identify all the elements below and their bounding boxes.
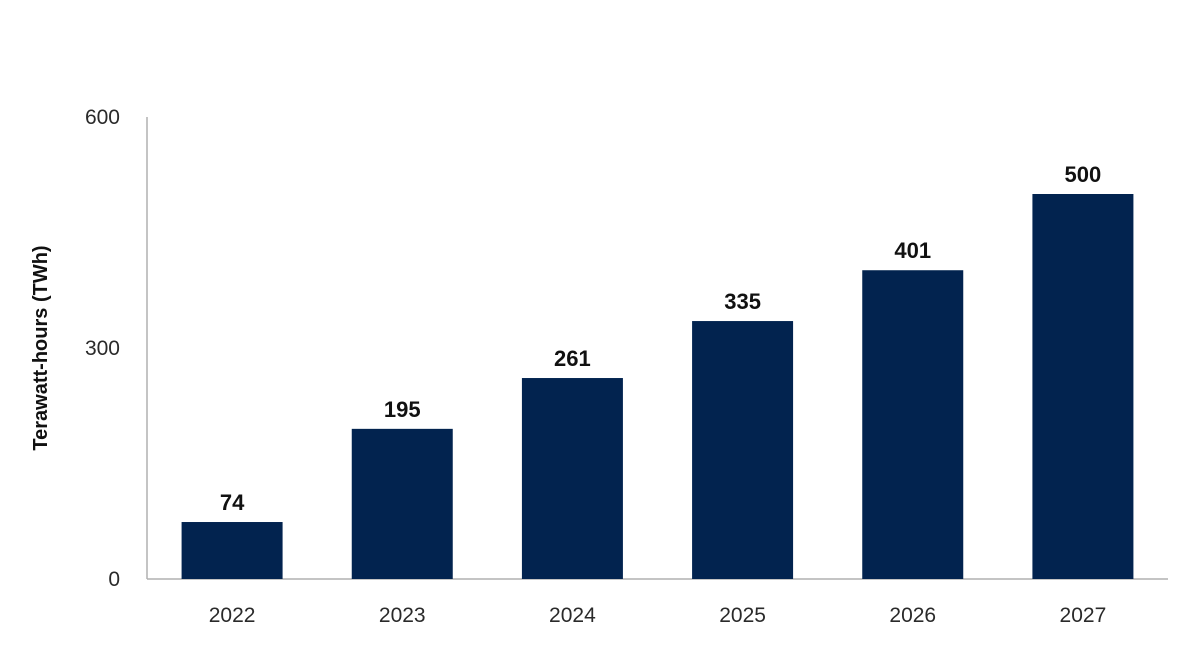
bars-group	[181, 194, 1134, 579]
bar-value-label: 74	[220, 490, 245, 515]
x-tick-label: 2025	[719, 604, 766, 627]
bar-2023	[351, 428, 453, 579]
bar-value-label: 401	[894, 238, 931, 263]
x-tick-label: 2022	[209, 604, 256, 627]
x-tick-label: 2023	[379, 604, 426, 627]
bar-value-label: 261	[554, 346, 591, 371]
y-axis-title: Terawatt-hours (TWh)	[30, 245, 52, 450]
x-tick-label: 2024	[549, 604, 596, 627]
bar-2027	[1032, 194, 1134, 579]
y-tick-label: 600	[85, 106, 120, 129]
bar-value-label: 500	[1065, 162, 1102, 187]
bar-2024	[521, 378, 623, 579]
y-tick-label: 0	[108, 568, 120, 591]
bar-2025	[692, 321, 794, 579]
x-tick-label: 2026	[889, 604, 936, 627]
y-tick-label: 300	[85, 337, 120, 360]
data-labels-group: 74 195 261 335 401 500	[220, 162, 1101, 515]
bar-value-label: 335	[724, 289, 761, 314]
y-axis-ticks: 0 300 600	[85, 106, 120, 591]
bar-value-label: 195	[384, 397, 421, 422]
bar-2026	[862, 270, 964, 579]
bar-2022	[181, 522, 283, 579]
x-axis-ticks: 2022 2023 2024 2025 2026 2027	[209, 604, 1107, 627]
x-tick-label: 2027	[1060, 604, 1107, 627]
